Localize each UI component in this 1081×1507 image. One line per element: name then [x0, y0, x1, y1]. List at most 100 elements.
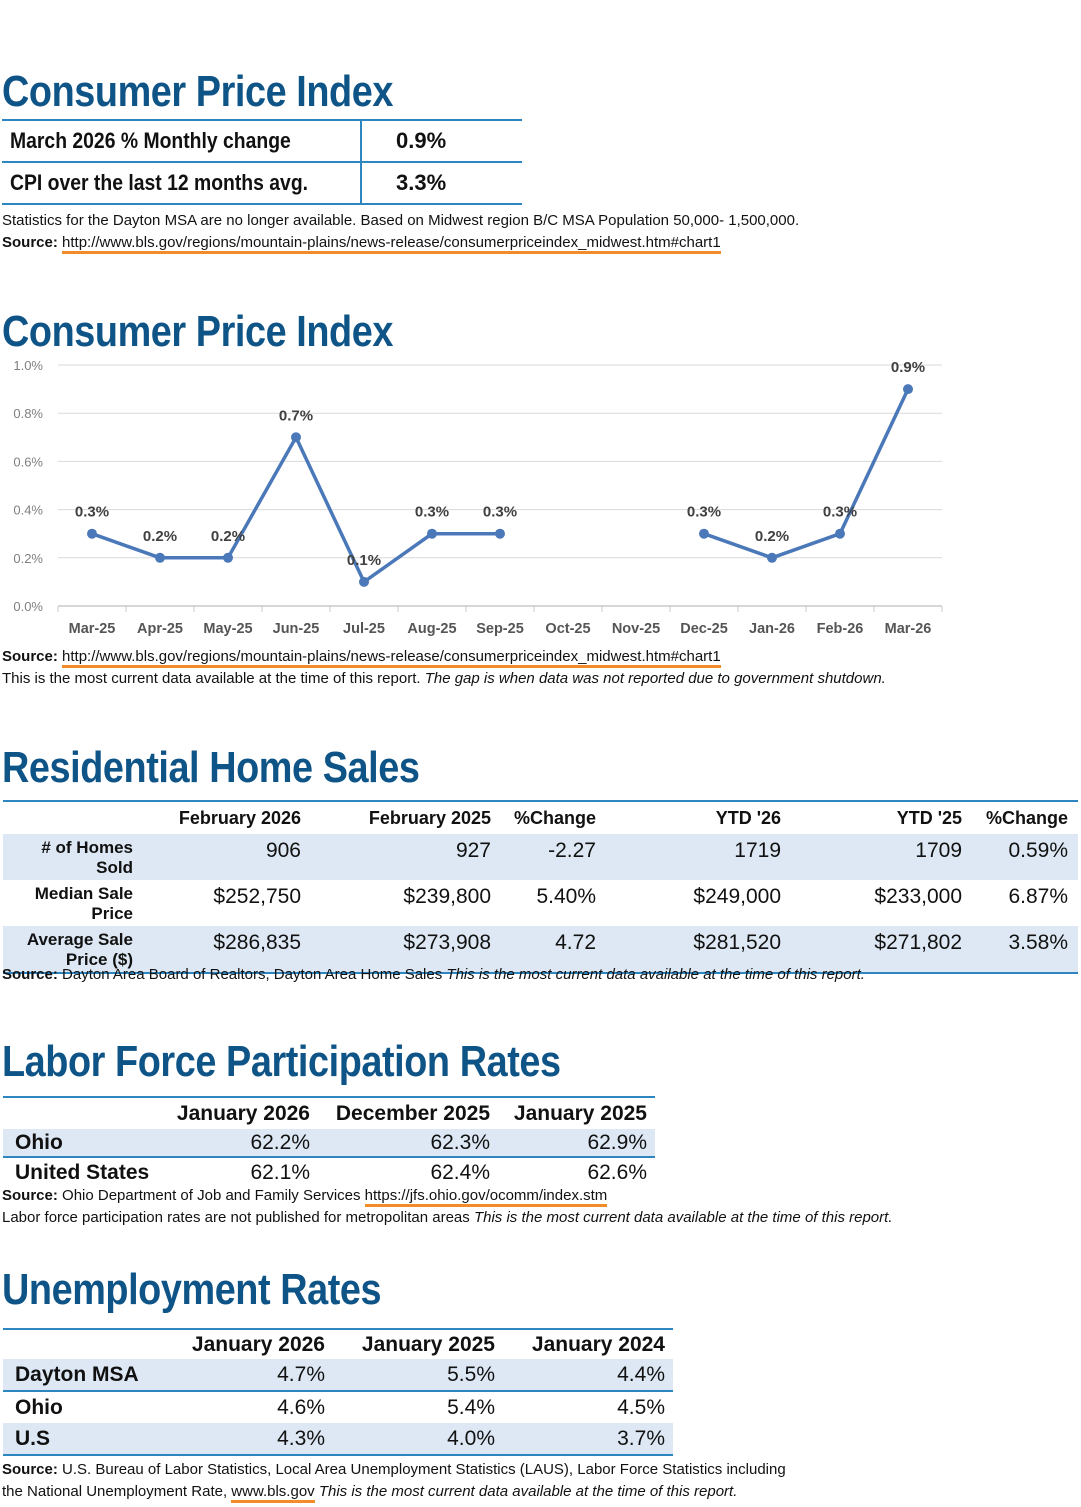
- cpi-row-label: March 2026 % Monthly change: [10, 128, 291, 153]
- y-tick-label: 0.2%: [13, 551, 43, 566]
- data-label: 0.3%: [823, 504, 857, 521]
- table-cell: $281,520: [606, 926, 791, 973]
- table-cell: -2.27: [501, 834, 606, 880]
- x-tick-label: Nov-25: [612, 621, 660, 637]
- unemployment-table: January 2026 January 2025 January 2024 D…: [3, 1328, 673, 1456]
- table-cell: 3.58%: [972, 926, 1078, 973]
- table-cell: $239,800: [403, 885, 491, 908]
- y-tick-label: 1.0%: [13, 358, 43, 373]
- row-label: United States: [15, 1160, 150, 1184]
- cpi-source-link[interactable]: http://www.bls.gov/regions/mountain-plai…: [62, 234, 721, 254]
- data-label: 0.3%: [75, 504, 109, 521]
- header-cell: February 2026: [178, 807, 301, 828]
- table-row: United States 62.1% 62.4% 62.6%: [3, 1157, 655, 1187]
- cpi-summary-source: Source: http://www.bls.gov/regions/mount…: [2, 232, 721, 254]
- bls-link[interactable]: www.bls.gov: [231, 1483, 315, 1503]
- table-cell: 62.4%: [430, 1160, 490, 1184]
- table-header-row: February 2026 February 2025 %Change YTD …: [3, 801, 1078, 834]
- x-tick-label: Mar-25: [69, 621, 116, 637]
- data-point: [87, 528, 97, 539]
- table-cell: 62.3%: [318, 1129, 498, 1158]
- table-cell: 62.2%: [163, 1129, 318, 1158]
- table-row: U.S 4.3% 4.0% 3.7%: [3, 1423, 673, 1456]
- data-point: [495, 528, 505, 539]
- x-tick-label: May-25: [203, 621, 252, 637]
- x-tick-label: Sep-25: [476, 621, 524, 637]
- cpi-row-label: CPI over the last 12 months avg.: [10, 170, 309, 195]
- cpi-row-12month: CPI over the last 12 months avg. 3.3%: [2, 163, 522, 205]
- table-cell: 5.4%: [447, 1395, 495, 1419]
- row-label: Ohio: [3, 1129, 163, 1158]
- source-label: Source:: [2, 966, 58, 983]
- source-text: Dayton Area Board of Realtors, Dayton Ar…: [62, 966, 443, 983]
- x-tick-label: Oct-25: [545, 621, 590, 637]
- series-line: [703, 388, 910, 560]
- table-row: Ohio 4.6% 5.4% 4.5%: [3, 1391, 673, 1423]
- table-cell: $233,000: [874, 885, 962, 908]
- table-cell: $273,908: [311, 926, 501, 973]
- labor-note: Labor force participation rates are not …: [2, 1207, 892, 1229]
- data-point: [699, 528, 709, 539]
- header-cell: YTD '26: [715, 807, 781, 828]
- table-row: Median Sale Price $252,750 $239,800 5.40%…: [3, 880, 1078, 926]
- table-cell: $252,750: [213, 885, 301, 908]
- x-tick-label: Jan-26: [749, 621, 795, 637]
- table-cell: 6.87%: [1008, 885, 1068, 908]
- labor-title: Labor Force Participation Rates: [2, 1037, 561, 1086]
- source-text: the National Unemployment Rate,: [2, 1483, 228, 1500]
- table-header-row: January 2026 January 2025 January 2024: [3, 1329, 673, 1359]
- y-tick-label: 0.4%: [13, 503, 43, 518]
- data-label: 0.7%: [279, 407, 313, 424]
- table-cell: $271,802: [791, 926, 972, 973]
- labor-source: Source: Ohio Department of Job and Famil…: [2, 1185, 608, 1207]
- table-cell: $249,000: [693, 885, 781, 908]
- table-cell: 4.72: [501, 926, 606, 973]
- row-label: Ohio: [15, 1395, 63, 1419]
- source-label: Source:: [2, 648, 58, 665]
- cpi-row-value: 0.9%: [396, 128, 447, 153]
- table-cell: 4.7%: [163, 1359, 333, 1392]
- source-text: Ohio Department of Job and Family Servic…: [62, 1187, 361, 1204]
- table-cell: 4.6%: [277, 1395, 325, 1419]
- x-tick-label: Jun-25: [273, 621, 320, 637]
- cpi-chart-source-link[interactable]: http://www.bls.gov/regions/mountain-plai…: [62, 648, 721, 668]
- cpi-summary-table: March 2026 % Monthly change 0.9% CPI ove…: [2, 119, 522, 205]
- note-italic: This is the most current data available …: [473, 1209, 893, 1226]
- labor-source-link[interactable]: https://jfs.ohio.gov/ocomm/index.stm: [364, 1187, 608, 1207]
- header-cell: [3, 1097, 163, 1129]
- cpi-chart-title: Consumer Price Index: [2, 307, 393, 356]
- home-sales-table: February 2026 February 2025 %Change YTD …: [3, 800, 1078, 974]
- header-cell: [3, 1329, 163, 1359]
- y-tick-label: 0.0%: [13, 599, 43, 614]
- header-cell: January 2025: [513, 1101, 647, 1125]
- note-text: Labor force participation rates are not …: [2, 1209, 470, 1226]
- cpi-summary-note: Statistics for the Dayton MSA are no lon…: [2, 212, 800, 229]
- row-label: Dayton MSA: [3, 1359, 163, 1392]
- y-tick-label: 0.6%: [13, 454, 43, 469]
- source-text: U.S. Bureau of Labor Statistics, Local A…: [62, 1461, 786, 1478]
- table-cell: 1709: [791, 834, 972, 880]
- table-row: # of Homes Sold 906 927 -2.27 1719 1709 0…: [3, 834, 1078, 880]
- cpi-row-value: 3.3%: [396, 170, 447, 195]
- data-label: 0.2%: [143, 528, 177, 545]
- header-cell: January 2025: [361, 1332, 495, 1356]
- table-cell: 0.59%: [972, 834, 1078, 880]
- row-label: Average Sale Price ($): [3, 926, 143, 973]
- data-label: 0.2%: [211, 528, 245, 545]
- table-cell: 5.40%: [536, 885, 596, 908]
- header-cell: %Change: [985, 807, 1068, 828]
- table-cell: 4.0%: [333, 1423, 503, 1456]
- note-italic: The gap is when data was not reported du…: [424, 670, 886, 687]
- data-label: 0.1%: [347, 552, 381, 569]
- unemployment-source: Source: U.S. Bureau of Labor Statistics,…: [2, 1459, 786, 1481]
- data-label: 0.9%: [891, 359, 925, 376]
- table-cell: 1719: [606, 834, 791, 880]
- x-tick-label: Jul-25: [343, 621, 385, 637]
- header-cell: January 2026: [191, 1332, 325, 1356]
- table-cell: 927: [311, 834, 501, 880]
- data-point: [291, 432, 301, 443]
- unemployment-title: Unemployment Rates: [2, 1265, 382, 1314]
- cpi-chart-source: Source: http://www.bls.gov/regions/mount…: [2, 646, 721, 668]
- cpi-row-monthly: March 2026 % Monthly change 0.9%: [2, 121, 522, 163]
- table-header-row: January 2026 December 2025 January 2025: [3, 1097, 655, 1129]
